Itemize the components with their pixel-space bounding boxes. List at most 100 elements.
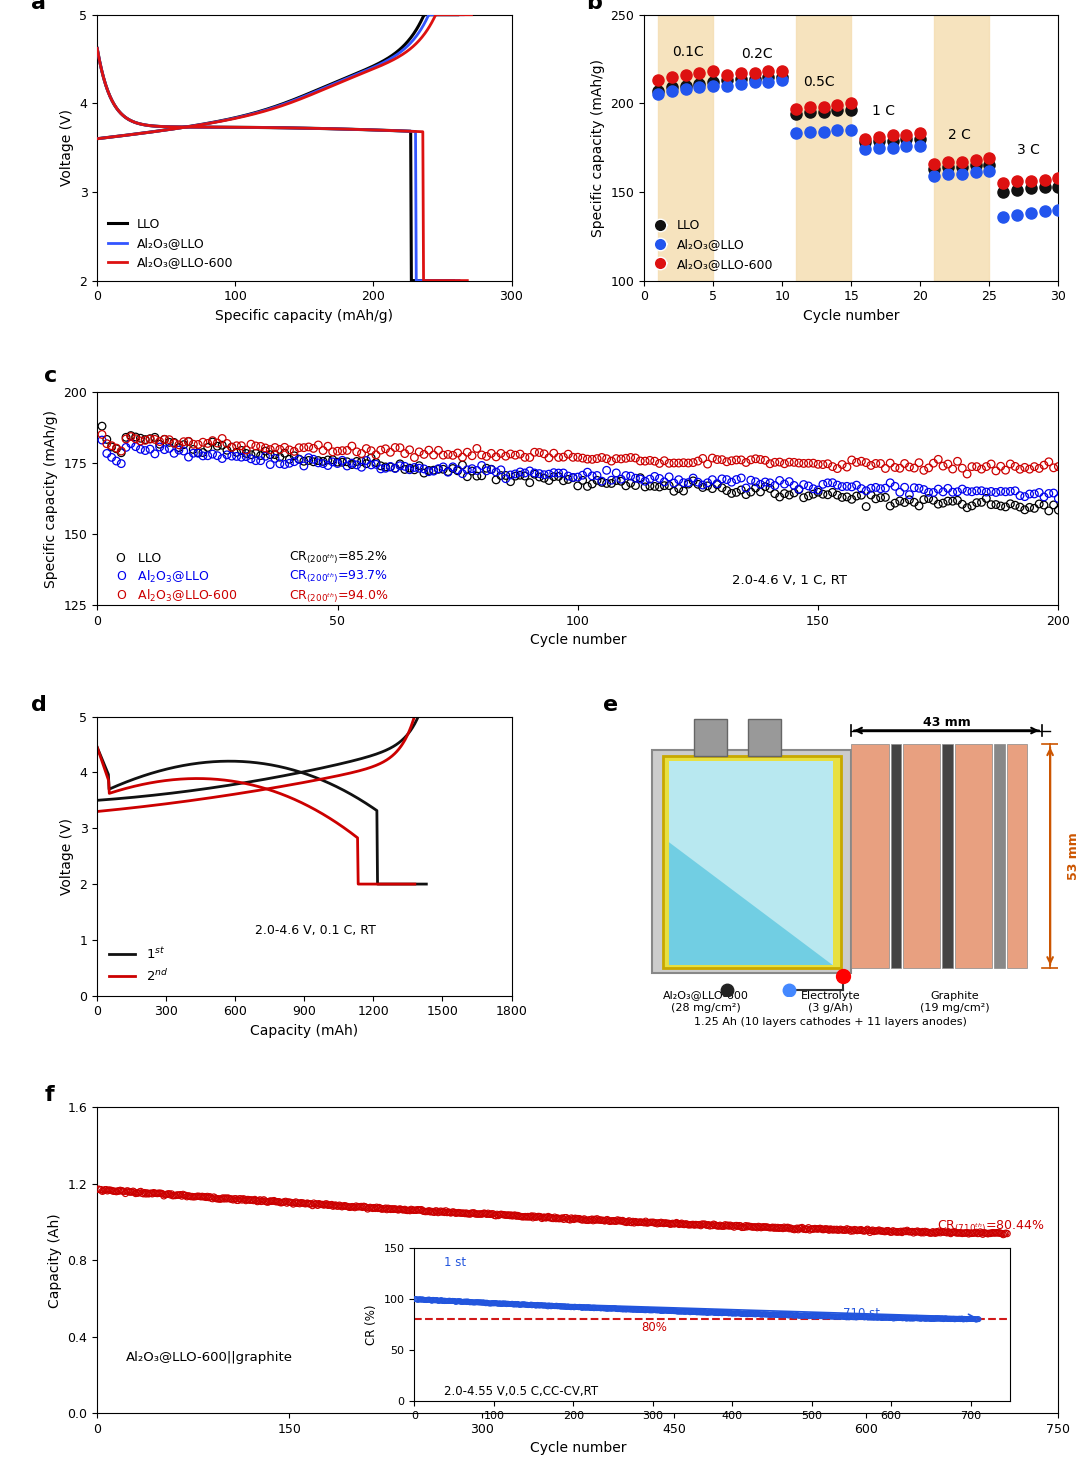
Point	[399, 1198, 416, 1222]
Point	[453, 1201, 470, 1225]
Point	[810, 1217, 827, 1241]
Point	[920, 487, 937, 511]
Text: 3 C: 3 C	[1017, 143, 1040, 156]
Point	[378, 1198, 395, 1222]
Point	[199, 436, 216, 459]
Point	[594, 1209, 611, 1232]
Text: CR$_{(710^{th})}$=80.44%: CR$_{(710^{th})}$=80.44%	[937, 1219, 1044, 1235]
Point	[718, 63, 735, 87]
Point	[279, 1191, 296, 1214]
Point	[812, 1217, 829, 1241]
Point	[650, 1211, 667, 1235]
Point	[396, 1198, 414, 1222]
Point	[540, 1204, 557, 1228]
Point	[968, 492, 985, 515]
Point	[214, 427, 231, 450]
Point	[756, 1216, 773, 1239]
Point	[308, 1192, 325, 1216]
Point	[146, 427, 163, 450]
Point	[205, 1185, 222, 1209]
Point	[1050, 166, 1067, 190]
Point	[891, 480, 908, 503]
Point	[445, 1200, 462, 1223]
Point	[252, 445, 269, 468]
Point	[801, 119, 819, 143]
Point	[351, 1195, 368, 1219]
Point	[786, 1217, 804, 1241]
Point	[227, 1186, 244, 1210]
Point	[267, 443, 284, 467]
Point	[924, 489, 942, 512]
Point	[242, 1188, 259, 1211]
Point	[977, 480, 995, 503]
Point	[1011, 495, 1028, 518]
Point	[373, 439, 390, 462]
Point	[619, 1210, 636, 1234]
Point	[158, 1182, 175, 1206]
Point	[276, 1189, 294, 1213]
Point	[473, 464, 490, 487]
Point	[314, 452, 332, 475]
Point	[391, 1197, 408, 1220]
Point	[446, 1201, 463, 1225]
Y-axis label: Capacity (Ah): Capacity (Ah)	[48, 1213, 62, 1307]
Point	[618, 446, 635, 470]
Point	[800, 474, 818, 498]
Point	[838, 1217, 855, 1241]
Point	[267, 1189, 284, 1213]
Point	[492, 442, 510, 465]
Point	[973, 458, 990, 481]
Point	[723, 471, 740, 495]
Point	[334, 450, 351, 474]
Point	[750, 1214, 767, 1238]
Point	[656, 1211, 673, 1235]
Bar	[891, 745, 901, 967]
Point	[940, 1220, 957, 1244]
Point	[915, 487, 932, 511]
Point	[559, 468, 577, 492]
Point	[396, 458, 414, 481]
Point	[811, 1216, 828, 1239]
Point	[527, 1206, 544, 1229]
Point	[579, 1209, 596, 1232]
Text: 0.1C: 0.1C	[672, 46, 703, 59]
Point	[1036, 486, 1053, 509]
Point	[373, 458, 390, 481]
Point	[361, 1197, 378, 1220]
Point	[679, 471, 697, 495]
Point	[559, 464, 577, 487]
Point	[492, 458, 510, 481]
Point	[98, 431, 116, 455]
Point	[833, 1217, 850, 1241]
Point	[189, 1185, 206, 1209]
Point	[208, 445, 226, 468]
Point	[887, 456, 904, 480]
Point	[937, 1220, 955, 1244]
Point	[221, 1188, 239, 1211]
Point	[401, 458, 418, 481]
Text: 43 mm: 43 mm	[922, 717, 971, 729]
Point	[367, 450, 384, 474]
Point	[981, 153, 998, 177]
Point	[838, 455, 855, 478]
Point	[247, 449, 265, 473]
Point	[271, 446, 288, 470]
Point	[791, 477, 808, 500]
Legend: LLO, Al₂O₃@LLO, Al₂O₃@LLO-600: LLO, Al₂O₃@LLO, Al₂O₃@LLO-600	[650, 215, 777, 274]
Point	[93, 1178, 110, 1201]
Point	[918, 1220, 935, 1244]
Point	[526, 440, 543, 464]
Point	[108, 436, 125, 459]
Point	[603, 1209, 620, 1232]
Point	[430, 439, 447, 462]
Point	[288, 1191, 306, 1214]
Point	[481, 1203, 498, 1226]
Point	[958, 1220, 975, 1244]
Point	[156, 427, 173, 450]
Point	[503, 1204, 521, 1228]
Point	[729, 1214, 746, 1238]
Point	[291, 447, 308, 471]
Point	[434, 458, 451, 481]
Text: 1 C: 1 C	[872, 103, 895, 118]
Point	[1007, 493, 1024, 517]
